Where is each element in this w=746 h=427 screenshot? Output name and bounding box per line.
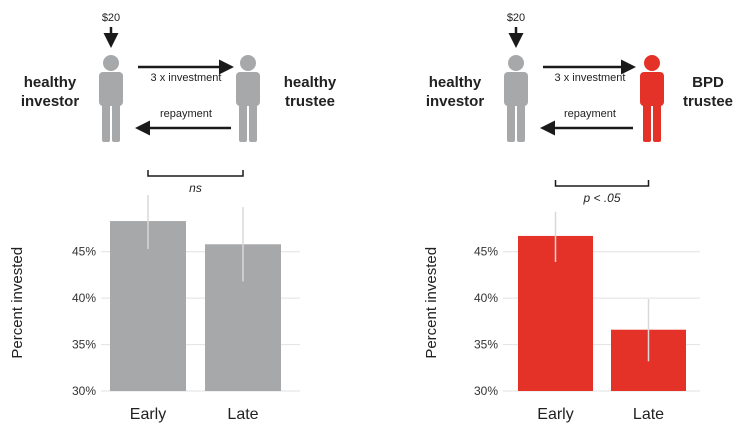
trustee-label-line1: BPD bbox=[692, 74, 724, 91]
x-category-label: Early bbox=[130, 406, 166, 423]
investor-label-line1: healthy bbox=[429, 74, 482, 91]
x-category-label: Late bbox=[227, 406, 258, 423]
trustee-label-line2: trustee bbox=[683, 93, 733, 110]
significance-bracket bbox=[147, 170, 244, 177]
right-bar-chart: 30% 35% 40% 45% Percent invested Early Late p <… bbox=[423, 180, 700, 423]
amount-label: $20 bbox=[507, 12, 525, 24]
significance-label: ns bbox=[189, 181, 202, 195]
repayment-label: repayment bbox=[160, 108, 212, 120]
trustee-label-line1: healthy bbox=[284, 74, 337, 91]
right-schematic: $20 healthy investor 3 x investment repa… bbox=[426, 12, 733, 142]
x-category-label: Early bbox=[537, 406, 573, 423]
bpd-trustee-person-icon bbox=[640, 55, 664, 142]
y-tick-label: 45% bbox=[72, 245, 96, 259]
trustee-person-icon bbox=[236, 55, 260, 142]
investor-label-line2: investor bbox=[21, 93, 80, 110]
forward-label: 3 x investment bbox=[555, 72, 626, 84]
y-tick-label: 40% bbox=[72, 291, 96, 305]
forward-label: 3 x investment bbox=[151, 72, 222, 84]
left-bar-chart: 30% 35% 40% 45% Percent invested Early Late ns bbox=[9, 170, 300, 423]
y-tick-label: 30% bbox=[72, 384, 96, 398]
y-axis-label: Percent invested bbox=[9, 247, 26, 359]
investor-person-icon bbox=[504, 55, 528, 142]
bar-early bbox=[110, 221, 186, 391]
investor-label-line2: investor bbox=[426, 93, 485, 110]
significance-bracket bbox=[554, 180, 650, 187]
y-tick-label: 45% bbox=[474, 245, 498, 259]
investor-person-icon bbox=[99, 55, 123, 142]
left-schematic: $20 healthy investor 3 x investment repa… bbox=[21, 12, 337, 142]
x-category-label: Late bbox=[633, 406, 664, 423]
repayment-label: repayment bbox=[564, 108, 616, 120]
trustee-label-line2: trustee bbox=[285, 93, 335, 110]
significance-label: p < .05 bbox=[582, 191, 620, 205]
amount-label: $20 bbox=[102, 12, 120, 24]
y-tick-label: 40% bbox=[474, 291, 498, 305]
y-tick-label: 35% bbox=[72, 338, 96, 352]
y-axis-label: Percent invested bbox=[423, 247, 440, 359]
investor-label-line1: healthy bbox=[24, 74, 77, 91]
y-tick-label: 35% bbox=[474, 338, 498, 352]
y-tick-label: 30% bbox=[474, 384, 498, 398]
